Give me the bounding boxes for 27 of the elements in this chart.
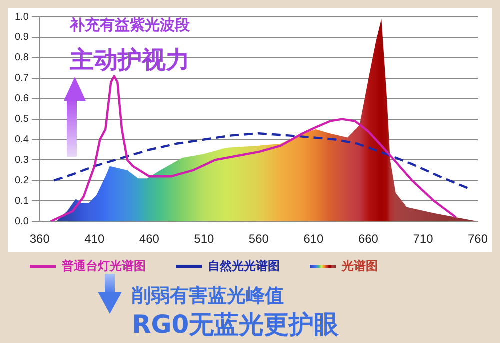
- y-tick-label: 0.4: [14, 134, 30, 146]
- legend-label: 光谱图: [342, 259, 378, 273]
- y-tick-label: 0.8: [14, 52, 30, 64]
- y-tick-label: 0.5: [14, 114, 30, 126]
- legend-label: 自然光光谱图: [208, 259, 280, 273]
- x-tick-label: 710: [413, 232, 434, 246]
- y-tick-label: 0.3: [14, 154, 30, 166]
- x-tick-label: 660: [358, 232, 379, 246]
- y-tick-label: 0.7: [14, 73, 30, 84]
- legend-label: 普通台灯光谱图: [62, 259, 146, 273]
- x-tick-label: 760: [468, 232, 488, 246]
- line-series: [53, 132, 470, 190]
- y-tick-label: 0.0: [14, 216, 30, 228]
- x-tick-label: 510: [194, 232, 215, 246]
- y-tick-label: 0.1: [14, 196, 30, 207]
- x-tick-label: 360: [30, 232, 50, 246]
- x-tick-label: 460: [139, 232, 160, 246]
- y-tick-label: 0.2: [14, 175, 30, 186]
- x-tick-label: 560: [248, 232, 270, 246]
- y-tick-label: 1.0: [14, 12, 30, 23]
- x-tick-label: 410: [84, 232, 105, 246]
- x-tick-label: 610: [304, 232, 324, 246]
- y-tick-label: 0.9: [14, 32, 30, 44]
- text: RG0无蓝光更护眼: [132, 309, 340, 341]
- text: 削弱有害蓝光峰值: [132, 284, 284, 309]
- y-tick-label: 0.6: [14, 94, 30, 105]
- annotation: 补充有益紫光波段: [70, 16, 190, 35]
